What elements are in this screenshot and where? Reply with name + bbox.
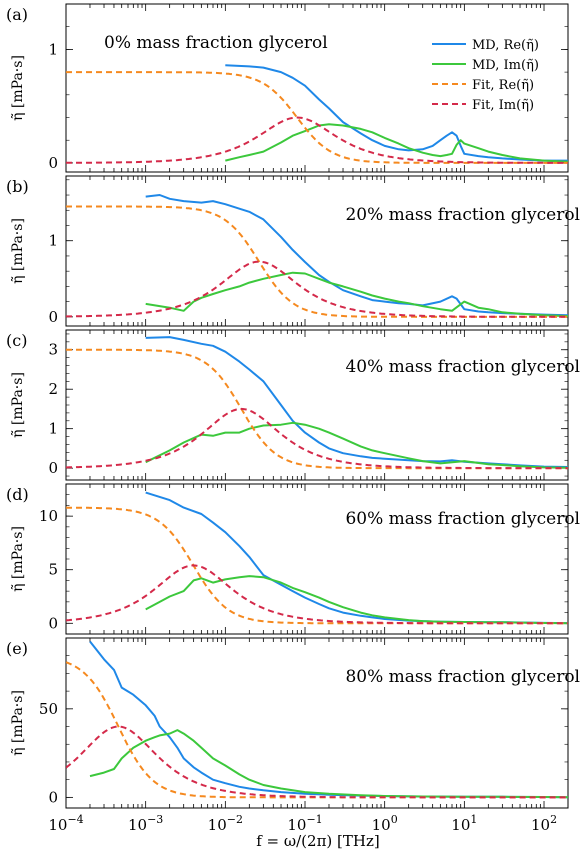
- panel-title: 60% mass fraction glycerol: [345, 509, 580, 529]
- md-re-line: [89, 640, 568, 799]
- y-tick-label: 10: [39, 507, 58, 525]
- y-tick-label: 0: [48, 614, 58, 632]
- legend: MD, Re(η̃) MD, Im(η̃) Fit, Re(η̃) Fit, Im(η…: [432, 38, 539, 113]
- md-im-line: [89, 729, 568, 799]
- y-axis-label: η̃ [mPa·s]: [10, 218, 26, 284]
- panel-c: 0 1 2 3 η̃ [mPa·s] (c) 40% mass fraction glyce…: [6, 329, 580, 481]
- panel-frame: [65, 175, 569, 327]
- fit-im-line: [66, 725, 568, 799]
- panel-label: (d): [6, 485, 29, 504]
- y-tick-label: 0: [48, 308, 58, 326]
- md-im-line: [145, 271, 568, 318]
- panel-frame: [65, 329, 569, 481]
- legend-item: MD, Re(η̃): [432, 38, 539, 53]
- panel-frame: [65, 637, 569, 809]
- x-tick-label: 10−4: [48, 813, 83, 834]
- y-tick-label: 1: [48, 40, 58, 58]
- x-tick-label: 10−3: [128, 813, 163, 834]
- fit-im-line: [66, 407, 568, 470]
- plot-area: [66, 336, 568, 470]
- legend-item: Fit, Im(η̃): [432, 98, 534, 113]
- md-im-line: [145, 575, 568, 625]
- y-axis-label: η̃ [mPa·s]: [10, 690, 26, 756]
- y-tick-label: 0: [48, 459, 58, 477]
- fit-im-line: [66, 116, 568, 164]
- plot-area: [66, 491, 568, 625]
- panel-label: (c): [6, 331, 27, 350]
- y-tick-label: 1: [48, 232, 58, 250]
- fit-re-line: [66, 506, 568, 625]
- md-re-line: [145, 194, 568, 317]
- legend-item: MD, Im(η̃): [432, 58, 539, 73]
- legend-label: Fit, Re(η̃): [472, 78, 534, 93]
- md-im-line: [225, 123, 568, 163]
- fit-im-line: [66, 564, 568, 625]
- y-tick-label: 0: [48, 788, 58, 806]
- panel-a: 0 1 η̃ [mPa·s] (a) 0% mass fraction glycerol: [6, 3, 569, 173]
- x-tick-label: 10−2: [208, 813, 243, 834]
- panel-label: (b): [6, 177, 29, 196]
- panel-frame: [65, 3, 569, 173]
- panel-e: 0 50 η̃ [mPa·s] (e) 80% mass fraction glycer…: [6, 637, 580, 809]
- panels: 0 1 η̃ [mPa·s] (a) 0% mass fraction glycerol…: [6, 3, 580, 809]
- panel-label: (a): [6, 5, 28, 24]
- y-tick-label: 3: [48, 341, 58, 359]
- y-tick-label: 0: [48, 154, 58, 172]
- y-tick-label: 1: [48, 420, 58, 438]
- panel-title: 40% mass fraction glycerol: [345, 357, 580, 377]
- legend-label: MD, Im(η̃): [472, 58, 539, 73]
- fit-re-line: [66, 348, 568, 470]
- y-axis-label: η̃ [mPa·s]: [10, 526, 26, 592]
- x-tick-label: 101: [451, 813, 477, 834]
- y-tick-label: 5: [48, 561, 58, 579]
- plot-area: [66, 640, 568, 799]
- x-tick-label: 10−1: [287, 813, 322, 834]
- plot-area: [66, 64, 568, 164]
- plot-area: [66, 194, 568, 318]
- x-axis: 10−4 10−3 10−2 10−1 100 101 102: [48, 813, 557, 834]
- legend-item: Fit, Re(η̃): [432, 78, 534, 93]
- panel-title: 20% mass fraction glycerol: [345, 205, 580, 225]
- panel-title: 80% mass fraction glycerol: [345, 667, 580, 687]
- x-tick-label: 102: [531, 813, 557, 834]
- x-tick-label: 100: [372, 813, 398, 834]
- panel-frame: [65, 483, 569, 635]
- md-im-line: [145, 421, 568, 469]
- x-axis-label: f = ω/(2π) [THz]: [256, 832, 380, 850]
- y-tick-label: 50: [39, 700, 58, 718]
- y-axis-label: η̃ [mPa·s]: [10, 55, 26, 121]
- panel-d: 0 5 10 η̃ [mPa·s] (d) 60% mass fraction glyce…: [6, 483, 580, 635]
- panel-title: 0% mass fraction glycerol: [104, 33, 328, 53]
- legend-label: MD, Re(η̃): [472, 38, 539, 53]
- fit-re-line: [66, 71, 568, 164]
- panel-b: 0 1 η̃ [mPa·s] (b) 20% mass fraction glycero…: [6, 175, 580, 327]
- fit-im-line: [66, 260, 568, 318]
- legend-label: Fit, Im(η̃): [472, 98, 534, 113]
- panel-label: (e): [6, 639, 28, 658]
- y-tick-label: 2: [48, 380, 58, 398]
- y-axis-label: η̃ [mPa·s]: [10, 372, 26, 438]
